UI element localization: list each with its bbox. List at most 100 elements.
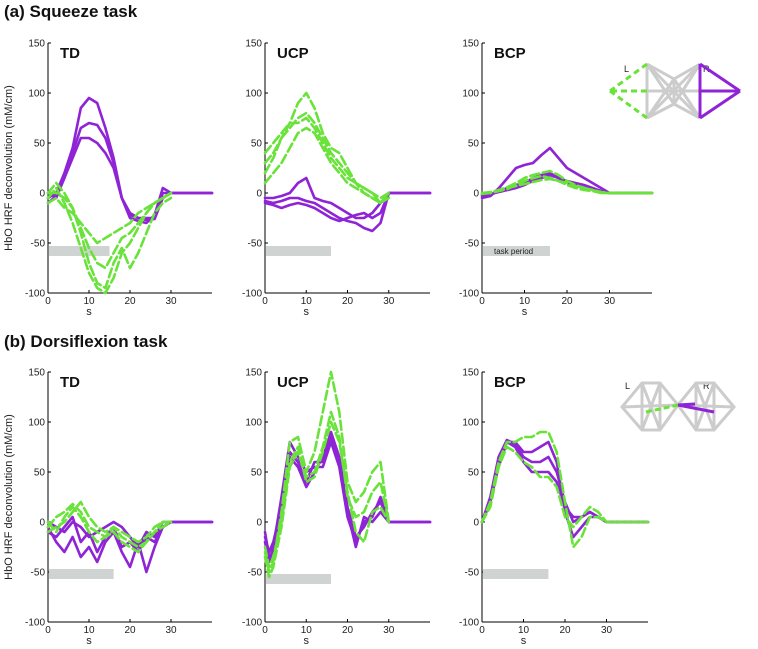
panel-b-td: -100 -50 0 50 100 150 0 10 20 30 s HbO HRF deconvol… <box>3 368 214 647</box>
green-dashed-series <box>263 420 391 569</box>
y-tick-label: 0 <box>256 518 262 529</box>
task-period-bar <box>483 246 550 256</box>
network-gray-edges <box>620 381 736 432</box>
network-gray-edges <box>645 62 702 120</box>
task-period-bar <box>266 574 331 584</box>
x-tick-label: 30 <box>383 296 395 307</box>
channel-network-diagram-squeeze: L R <box>609 62 741 120</box>
section-title-dorsiflexion: (b) Dorsiflexion task <box>4 332 168 351</box>
panel-a-bcp: -100 -50 0 50 100 150 0 10 20 30 s BCP task period <box>459 39 654 318</box>
y-tick-label: 50 <box>468 468 480 479</box>
x-tick-label: 30 <box>604 296 616 307</box>
green-dashed-series <box>263 410 391 579</box>
task-period-bar <box>483 569 549 579</box>
green-dashed-series <box>263 116 391 200</box>
purple-solid-series <box>263 191 432 223</box>
channel-network-diagram-dorsiflexion: L R <box>620 381 736 432</box>
panel-a-td: -100 -50 0 50 100 150 0 10 20 30 s HbO HRF deconvol… <box>3 39 214 318</box>
green-dashed-series <box>46 191 173 245</box>
x-tick-label: 20 <box>561 296 573 307</box>
purple-solid-series <box>263 191 432 233</box>
task-period-label: task period <box>494 247 533 256</box>
panel-title: BCP <box>494 45 526 62</box>
y-tick-label: 150 <box>245 39 262 50</box>
network-left-label: L <box>624 64 629 74</box>
y-tick-label: 150 <box>28 368 45 379</box>
task-period-bar <box>266 246 331 256</box>
y-tick-label: 150 <box>28 39 45 50</box>
panel-title: UCP <box>277 374 309 391</box>
y-tick-label: 100 <box>28 89 45 100</box>
y-tick-label: 100 <box>462 89 479 100</box>
x-tick-label: 30 <box>165 296 177 307</box>
green-dashed-series <box>263 126 391 205</box>
x-tick-label: 10 <box>83 296 95 307</box>
x-tick-label: 10 <box>519 296 531 307</box>
y-tick-label: -50 <box>248 239 263 250</box>
y-tick-label: -100 <box>242 289 262 300</box>
green-dashed-series <box>46 191 173 270</box>
x-tick-label: 20 <box>559 625 571 636</box>
y-tick-label: 0 <box>39 189 45 200</box>
y-tick-label: 50 <box>251 468 263 479</box>
y-tick-label: -100 <box>242 618 262 629</box>
green-dashed-series <box>46 505 173 549</box>
purple-solid-series <box>46 136 214 225</box>
network-right-label: R <box>703 381 710 391</box>
y-tick-label: -50 <box>31 239 46 250</box>
x-tick-label: 30 <box>601 625 613 636</box>
task-period-bar <box>49 569 114 579</box>
x-tick-label: 0 <box>45 296 51 307</box>
y-axis-label: HbO HRF deconvolution (mM/cm) <box>3 414 15 580</box>
y-tick-label: -50 <box>465 568 480 579</box>
x-tick-label: 0 <box>262 296 268 307</box>
green-dashed-series <box>480 445 650 529</box>
x-axis-label: s <box>86 306 92 318</box>
green-dashed-series <box>46 181 173 290</box>
x-tick-label: 10 <box>518 625 530 636</box>
y-tick-label: 50 <box>34 139 46 150</box>
x-axis-label: s <box>304 635 310 647</box>
y-tick-label: -50 <box>465 239 480 250</box>
y-tick-label: -100 <box>459 618 479 629</box>
y-axis-label: HbO HRF deconvolution (mM/cm) <box>3 85 15 251</box>
x-tick-label: 20 <box>342 296 354 307</box>
y-tick-label: 100 <box>28 418 45 429</box>
panel-a-ucp: -100 -50 0 50 100 150 0 10 20 30 s UCP <box>242 39 432 318</box>
x-tick-label: 0 <box>45 625 51 636</box>
y-tick-label: -100 <box>25 618 45 629</box>
section-title-squeeze: (a) Squeeze task <box>4 2 138 21</box>
green-dashed-series <box>263 111 391 205</box>
x-axis-label: s <box>522 306 528 318</box>
x-tick-label: 0 <box>479 625 485 636</box>
green-dashed-series <box>480 177 654 195</box>
y-tick-label: 150 <box>462 39 479 50</box>
y-tick-label: 150 <box>245 368 262 379</box>
panel-b-ucp: -100 -50 0 50 100 150 0 10 20 30 s UCP <box>242 368 432 647</box>
x-axis-label: s <box>521 635 527 647</box>
y-tick-label: 150 <box>462 368 479 379</box>
x-tick-label: 20 <box>124 625 136 636</box>
y-tick-label: 0 <box>256 189 262 200</box>
green-dashed-series <box>480 430 650 549</box>
y-tick-label: 100 <box>245 418 262 429</box>
x-tick-label: 30 <box>165 625 177 636</box>
purple-solid-series <box>263 440 432 564</box>
x-axis-label: s <box>304 306 310 318</box>
y-tick-label: 50 <box>468 139 480 150</box>
purple-solid-series <box>480 146 654 200</box>
y-tick-label: 100 <box>245 89 262 100</box>
panel-title: TD <box>60 374 80 391</box>
y-tick-label: -100 <box>459 289 479 300</box>
x-tick-label: 0 <box>262 625 268 636</box>
network-purple-edges <box>698 62 741 120</box>
panel-b-bcp: -100 -50 0 50 100 150 0 10 20 30 s BCP <box>459 368 650 647</box>
purple-solid-series <box>46 96 214 220</box>
y-tick-label: 0 <box>39 518 45 529</box>
x-axis-label: s <box>86 635 92 647</box>
network-left-label: L <box>625 381 630 391</box>
network-highlight-edges <box>645 402 715 414</box>
x-tick-label: 10 <box>83 625 95 636</box>
x-tick-label: 20 <box>342 625 354 636</box>
